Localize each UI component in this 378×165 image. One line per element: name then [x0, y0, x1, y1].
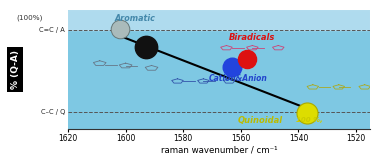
Text: (100%): (100%) [16, 15, 43, 21]
Text: % (Q-A): % (Q-A) [11, 50, 20, 89]
Point [117, 28, 123, 30]
Text: Aromatic: Aromatic [114, 14, 155, 23]
Text: C–C / Q: C–C / Q [41, 109, 65, 115]
Bar [68, 10, 370, 30]
Point [243, 57, 249, 60]
Point [229, 66, 235, 68]
Text: C=C / A: C=C / A [39, 27, 65, 33]
Point [143, 45, 149, 48]
Point [304, 111, 310, 114]
Text: Quinoidal: Quinoidal [238, 116, 283, 125]
X-axis label: raman wavenumber / cm⁻¹: raman wavenumber / cm⁻¹ [161, 145, 277, 154]
Text: 100 %,: 100 %, [296, 117, 322, 123]
Text: Cation&Anion: Cation&Anion [209, 74, 268, 83]
Text: Biradicals: Biradicals [229, 33, 276, 42]
